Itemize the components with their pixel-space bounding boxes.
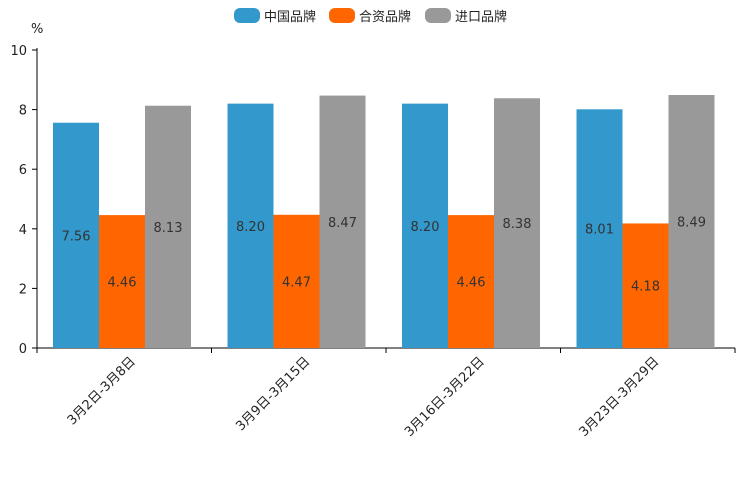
legend-label: 进口品牌 (455, 9, 507, 25)
bar (494, 98, 540, 348)
data-label: 4.18 (631, 280, 660, 295)
y-tick-label: 6 (19, 163, 27, 178)
data-label: 8.01 (585, 223, 614, 238)
legend: 中国品牌 合资品牌 进口品牌 (234, 8, 507, 25)
x-tick-label: 3月2日-3月8日 (65, 354, 139, 428)
data-label: 4.46 (457, 276, 486, 291)
y-tick-label: 0 (19, 342, 27, 357)
legend-label: 中国品牌 (264, 9, 316, 25)
legend-item: 进口品牌 (425, 8, 507, 25)
legend-label: 合资品牌 (359, 9, 411, 25)
bars (53, 94, 715, 349)
bar (668, 94, 715, 348)
data-label: 4.46 (108, 276, 137, 291)
legend-swatch (234, 8, 260, 23)
data-labels: 7.56 8.20 8.20 8.01 4.46 4.47 4.46 4.18 8.13 8.47… (62, 215, 706, 294)
bar (402, 103, 448, 348)
data-label: 8.47 (328, 216, 357, 231)
data-label: 8.49 (677, 215, 706, 230)
x-tick-label: 3月9日-3月15日 (233, 354, 313, 434)
legend-swatch (425, 8, 451, 23)
legend-item: 合资品牌 (329, 8, 411, 25)
bar (53, 122, 99, 348)
bar (448, 215, 494, 348)
legend-item: 中国品牌 (234, 8, 316, 25)
bar (319, 95, 366, 349)
y-tick-label: 2 (19, 282, 27, 297)
x-tick-label: 3月16日-3月22日 (402, 354, 488, 440)
data-label: 8.38 (503, 217, 532, 232)
legend-swatch (329, 8, 355, 23)
bar (145, 105, 191, 348)
bar (99, 215, 145, 348)
x-tick-label: 3月23日-3月29日 (577, 354, 663, 440)
y-axis: 0 2 4 6 8 10 (10, 44, 38, 357)
data-label: 8.20 (236, 220, 265, 235)
data-label: 7.56 (62, 229, 91, 244)
y-tick-label: 8 (19, 104, 27, 119)
y-tick-label: 4 (19, 223, 27, 238)
bar (273, 214, 320, 348)
bar (576, 109, 623, 348)
data-label: 8.20 (411, 220, 440, 235)
data-label: 4.47 (282, 275, 311, 290)
data-label: 8.13 (154, 221, 183, 236)
y-axis-unit-label: % (31, 22, 43, 37)
y-tick-label: 10 (10, 44, 27, 59)
bar (622, 223, 669, 348)
x-axis: 3月2日-3月8日 3月9日-3月15日 3月16日-3月22日 3月23日-3月29… (36, 347, 736, 440)
bar (227, 103, 274, 348)
